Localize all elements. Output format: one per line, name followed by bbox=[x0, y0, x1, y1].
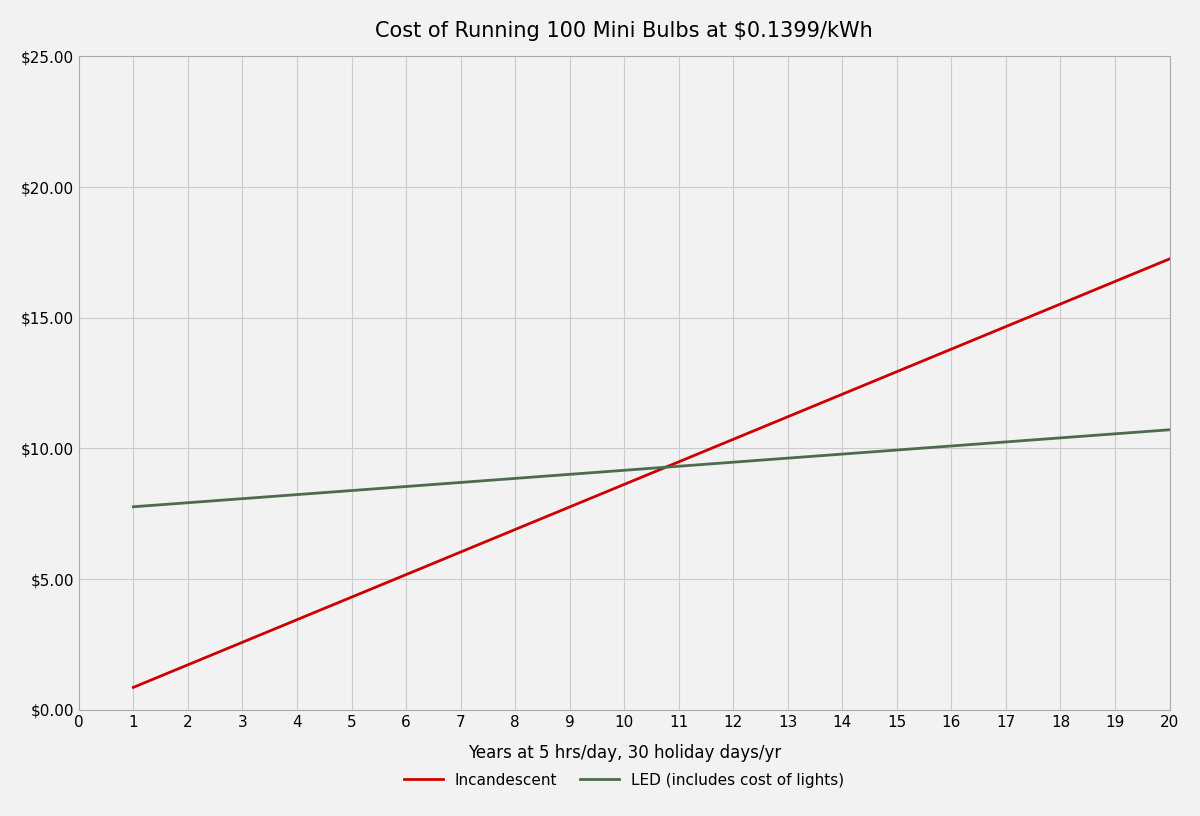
Incandescent bbox=[1054, 299, 1068, 309]
LED (includes cost of lights) bbox=[672, 461, 686, 471]
LED (includes cost of lights) bbox=[398, 481, 413, 491]
LED (includes cost of lights) bbox=[563, 469, 577, 479]
Line: LED (includes cost of lights): LED (includes cost of lights) bbox=[133, 430, 1170, 507]
Incandescent bbox=[563, 502, 577, 512]
Incandescent bbox=[672, 457, 686, 467]
Incandescent bbox=[126, 682, 140, 692]
LED (includes cost of lights) bbox=[889, 446, 904, 455]
Incandescent bbox=[944, 344, 959, 354]
Incandescent bbox=[1163, 254, 1177, 264]
Incandescent bbox=[344, 592, 359, 602]
LED (includes cost of lights) bbox=[1054, 433, 1068, 443]
LED (includes cost of lights) bbox=[726, 457, 740, 467]
LED (includes cost of lights) bbox=[1108, 429, 1122, 439]
Incandescent bbox=[998, 322, 1013, 331]
LED (includes cost of lights) bbox=[998, 437, 1013, 447]
LED (includes cost of lights) bbox=[1163, 425, 1177, 435]
Incandescent bbox=[508, 525, 522, 534]
Incandescent bbox=[835, 389, 850, 399]
Incandescent bbox=[235, 637, 250, 647]
LED (includes cost of lights) bbox=[780, 453, 794, 463]
Incandescent bbox=[454, 548, 468, 557]
Line: Incandescent: Incandescent bbox=[133, 259, 1170, 687]
LED (includes cost of lights) bbox=[944, 441, 959, 451]
Incandescent bbox=[889, 366, 904, 376]
LED (includes cost of lights) bbox=[126, 502, 140, 512]
Title: Cost of Running 100 Mini Bulbs at $0.1399/kWh: Cost of Running 100 Mini Bulbs at $0.139… bbox=[376, 21, 874, 41]
Legend: Incandescent, LED (includes cost of lights): Incandescent, LED (includes cost of ligh… bbox=[398, 766, 850, 794]
X-axis label: Years at 5 hrs/day, 30 holiday days/yr: Years at 5 hrs/day, 30 holiday days/yr bbox=[468, 743, 781, 761]
LED (includes cost of lights) bbox=[289, 490, 304, 499]
Incandescent bbox=[289, 614, 304, 624]
Incandescent bbox=[780, 412, 794, 422]
LED (includes cost of lights) bbox=[181, 498, 196, 508]
LED (includes cost of lights) bbox=[454, 477, 468, 487]
LED (includes cost of lights) bbox=[344, 486, 359, 495]
Incandescent bbox=[1108, 277, 1122, 286]
LED (includes cost of lights) bbox=[508, 473, 522, 483]
LED (includes cost of lights) bbox=[617, 465, 631, 475]
Incandescent bbox=[181, 660, 196, 670]
Incandescent bbox=[726, 434, 740, 444]
Incandescent bbox=[617, 480, 631, 490]
LED (includes cost of lights) bbox=[835, 449, 850, 459]
Incandescent bbox=[398, 570, 413, 579]
LED (includes cost of lights) bbox=[235, 494, 250, 503]
